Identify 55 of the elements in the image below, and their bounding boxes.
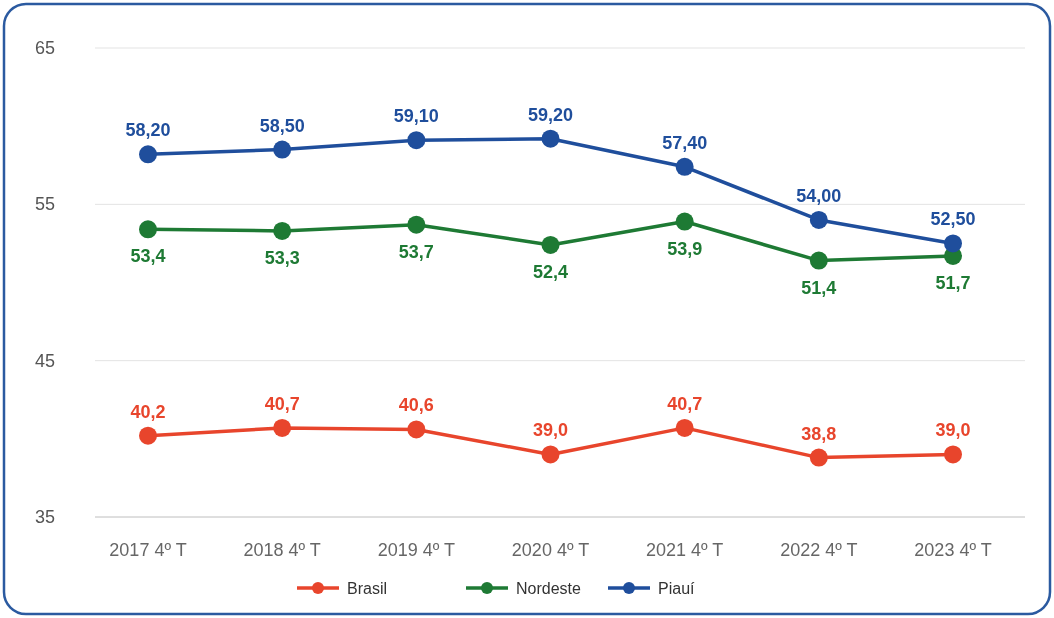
data-label: 40,7 — [264, 393, 300, 414]
x-tick-label: 2023 4º T — [914, 540, 992, 560]
data-label: 52,4 — [532, 261, 569, 282]
y-tick-label: 35 — [34, 507, 56, 527]
data-label: 40,7 — [667, 393, 703, 414]
data-label: 53,9 — [667, 238, 703, 259]
point — [675, 418, 694, 437]
data-label: 59,10 — [393, 106, 439, 127]
point — [944, 445, 962, 464]
y-tick-label: 55 — [34, 194, 56, 215]
point — [541, 235, 560, 254]
point — [139, 426, 157, 445]
data-label: 53,7 — [398, 241, 434, 262]
point — [944, 234, 962, 253]
x-tick-label: 2020 4º T — [511, 540, 590, 560]
data-label: 53,3 — [264, 247, 300, 268]
data-label: 53,4 — [130, 246, 166, 267]
legend-label: Nordeste — [516, 580, 582, 597]
point — [675, 157, 694, 176]
x-tick-label: 2022 4º T — [780, 540, 858, 560]
data-label: 51,4 — [801, 277, 837, 298]
data-label: 58,20 — [125, 120, 171, 141]
x-tick-label: 2017 4º T — [109, 540, 187, 560]
point — [407, 420, 426, 439]
point — [675, 212, 694, 231]
point — [273, 221, 292, 240]
point — [407, 131, 426, 150]
data-label: 54,00 — [796, 185, 842, 206]
y-tick-label: 45 — [34, 350, 56, 371]
y-tick-label: 65 — [34, 38, 56, 58]
data-label: 40,6 — [398, 395, 434, 416]
point — [541, 445, 560, 464]
point — [809, 210, 828, 229]
point — [407, 215, 426, 234]
data-label: 57,40 — [662, 132, 708, 153]
legend-label: Brasil — [347, 580, 388, 597]
point — [139, 220, 157, 239]
x-tick-label: 2021 4º T — [646, 540, 724, 560]
data-label: 52,50 — [930, 209, 976, 230]
data-label: 39,0 — [935, 420, 971, 441]
point — [139, 145, 157, 164]
data-label: 39,0 — [532, 420, 569, 441]
x-tick-label: 2019 4º T — [377, 540, 455, 560]
x-tick-label: 2018 4º T — [243, 540, 321, 560]
point — [273, 140, 292, 159]
data-label: 51,7 — [935, 272, 971, 293]
point — [809, 251, 828, 270]
point — [541, 129, 560, 148]
data-label: 38,8 — [801, 423, 837, 444]
data-label: 40,2 — [130, 401, 166, 422]
point — [273, 418, 292, 437]
data-label: 59,20 — [527, 104, 574, 125]
legend-label: Piauí — [658, 580, 696, 597]
point — [809, 448, 828, 467]
data-label: 58,50 — [259, 115, 305, 136]
